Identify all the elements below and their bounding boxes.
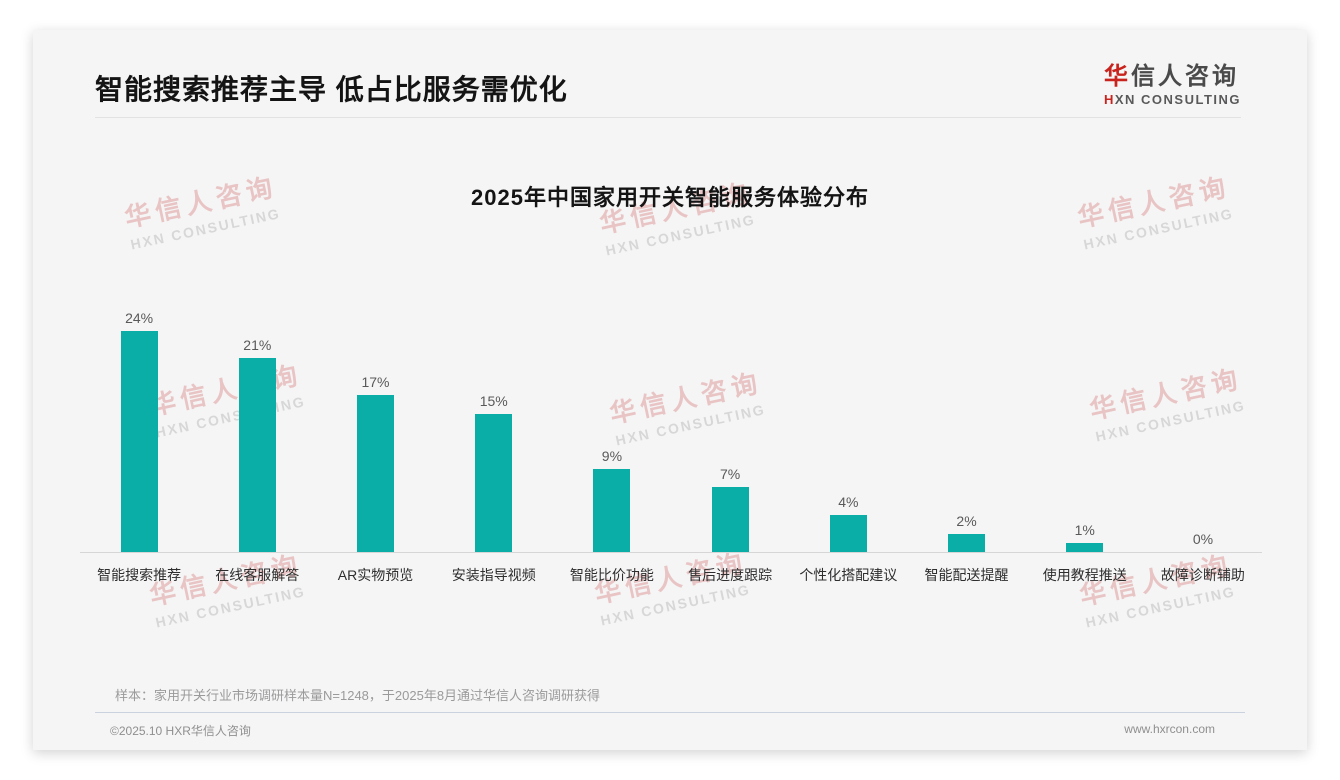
category-label: 智能配送提醒 (924, 567, 1009, 583)
bar-chart: 24% 21% 17% 15% 9% 7% 4% 2% 1% 0% 智能搜索推荐 在线客服解答 AR实… (80, 307, 1262, 585)
logo-en-rest: XN CONSULTING (1114, 92, 1241, 107)
bar-column: 21% (198, 337, 316, 552)
page-title: 智能搜索推荐主导 低占比服务需优化 (95, 74, 568, 105)
logo-chinese-name: 华信人咨询 (1104, 56, 1241, 91)
value-label: 15% (479, 393, 508, 409)
category-row: 智能搜索推荐 在线客服解答 AR实物预览 安装指导视频 智能比价功能 售后进度跟踪 个性化搭… (80, 553, 1262, 585)
value-label: 2% (956, 513, 977, 529)
bar-group: 24% 21% 17% 15% 9% 7% 4% 2% 1% 0% (80, 307, 1262, 553)
bar (475, 414, 513, 552)
logo-english-name: HXN CONSULTING (1104, 92, 1241, 107)
value-label: 9% (601, 448, 623, 464)
value-label: 0% (1192, 531, 1214, 547)
bar-column: 15% (435, 393, 553, 552)
chart-title: 2025年中国家用开关智能服务体验分布 (471, 185, 869, 210)
bar-column: 1% (1026, 522, 1144, 552)
bar (593, 469, 631, 552)
category-label: 个性化搭配建议 (799, 567, 898, 583)
value-label: 21% (243, 337, 272, 353)
bar-column: 7% (671, 466, 789, 552)
category-label: 故障诊断辅助 (1160, 567, 1245, 583)
logo-en-first-char: H (1103, 92, 1115, 107)
bar-column: 9% (553, 448, 671, 552)
website-url: www.hxrcon.com (1124, 722, 1215, 736)
category-label: 安装指导视频 (451, 567, 536, 583)
watermark-en-text: HXN CONSULTING (154, 583, 308, 631)
footer-divider (95, 712, 1245, 713)
bar (711, 487, 749, 552)
bar (238, 358, 276, 552)
header-divider (95, 117, 1241, 118)
bar-column: 17% (316, 374, 434, 552)
bar (1066, 543, 1104, 552)
value-label: 24% (125, 310, 154, 326)
watermark-en-text: HXN CONSULTING (599, 581, 753, 629)
category-label: 使用教程推送 (1042, 567, 1127, 583)
bar (357, 395, 394, 552)
value-label: 17% (361, 374, 390, 390)
bar (120, 331, 158, 552)
sample-note: 样本：家用开关行业市场调研样本量N=1248，于2025年8月通过华信人咨询调研… (115, 688, 601, 703)
category-label: 智能搜索推荐 (97, 567, 182, 583)
category-label: 售后进度跟踪 (688, 567, 773, 583)
watermark-en-text: HXN CONSULTING (604, 211, 758, 259)
value-label: 4% (838, 494, 859, 510)
value-label: 7% (720, 466, 741, 482)
category-label: 智能比价功能 (569, 567, 654, 583)
bar (948, 534, 986, 552)
bar-column: 0% (1144, 531, 1262, 552)
bar-column: 4% (789, 494, 907, 552)
category-label: AR实物预览 (337, 567, 414, 583)
company-logo: 华信人咨询 HXN CONSULTING (1104, 56, 1241, 107)
category-label: 在线客服解答 (215, 567, 300, 583)
copyright-text: ©2025.10 HXR华信人咨询 (110, 724, 251, 738)
value-label: 1% (1074, 522, 1095, 538)
report-card: 华信人咨询 HXN CONSULTING 华信人咨询 HXN CONSULTING 华信… (33, 30, 1307, 750)
bar-column: 24% (80, 310, 198, 552)
logo-cn-first-char: 华 (1103, 63, 1131, 90)
watermark-en-text: HXN CONSULTING (1084, 583, 1238, 631)
bar-column: 2% (907, 513, 1025, 552)
logo-cn-rest: 信人咨询 (1130, 63, 1239, 90)
bar (829, 515, 867, 552)
